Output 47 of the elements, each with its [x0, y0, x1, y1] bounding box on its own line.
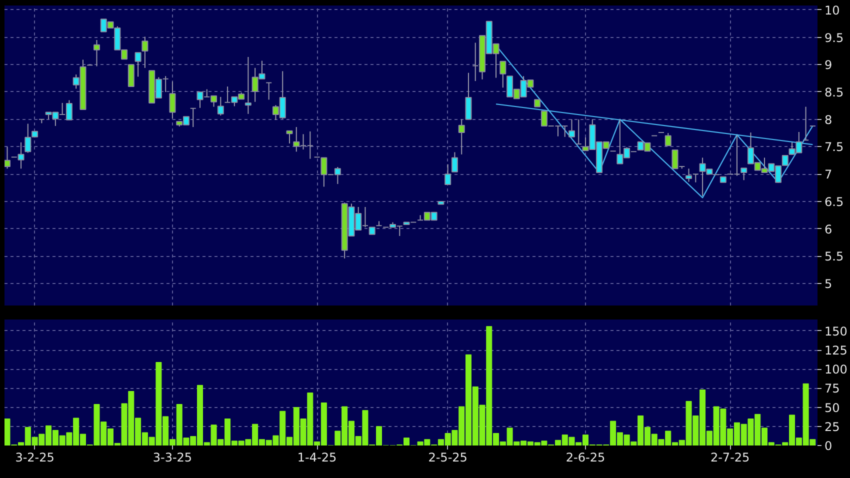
candlestick — [286, 130, 293, 144]
x-tick-label: 3-3-25 — [152, 450, 192, 464]
x-tick-label: 3-2-25 — [15, 450, 54, 464]
y-tick-label: 100 — [824, 362, 848, 377]
y-tick-label: 50 — [824, 400, 840, 415]
y-tick-label: 125 — [824, 344, 848, 358]
y-tick-label: 7 — [824, 168, 832, 182]
y-tick-label: 75 — [824, 382, 840, 396]
candlestick — [134, 52, 142, 78]
candlestick — [686, 168, 692, 182]
y-tick-label: 5 — [824, 277, 832, 292]
y-tick-label: 0 — [824, 439, 832, 453]
y-tick-label: 9.5 — [824, 30, 844, 45]
y-tick-label: 5.5 — [824, 250, 844, 264]
candlestick — [740, 168, 748, 181]
y-tick-label: 9 — [824, 58, 832, 72]
x-tick-label: 2-5-25 — [428, 450, 468, 464]
candlestick — [128, 64, 134, 88]
candlestick — [802, 106, 810, 141]
candlestick — [217, 96, 224, 116]
candlestick — [500, 60, 506, 88]
candlestick — [444, 164, 452, 186]
candlestick — [458, 118, 465, 155]
candlestick — [93, 39, 100, 67]
candlestick — [244, 56, 252, 114]
y-tick-label: 6.5 — [824, 194, 844, 209]
candlestick — [568, 118, 575, 138]
y-tick-label: 25 — [824, 420, 840, 434]
y-tick-label: 6 — [824, 222, 832, 236]
y-tick-label: 10 — [824, 3, 840, 18]
candlestick — [142, 36, 148, 68]
x-tick-label: 1-4-25 — [297, 450, 337, 464]
candlestick — [266, 82, 272, 100]
candlestick — [692, 174, 699, 183]
y-tick-label: 8 — [824, 112, 832, 127]
x-tick-label: 2-6-25 — [566, 450, 606, 464]
candlestick — [575, 118, 582, 145]
candlestick — [169, 81, 176, 119]
y-tick-label: 7.5 — [824, 140, 844, 154]
candlestick — [451, 152, 458, 172]
candlestick — [465, 72, 472, 120]
candlestick — [190, 108, 196, 128]
y-tick-label: 150 — [824, 324, 848, 338]
y-tick-label: 8.5 — [824, 85, 844, 100]
candlestick — [4, 146, 11, 170]
candlestick — [664, 132, 672, 146]
x-tick-label: 2-7-25 — [710, 450, 750, 464]
